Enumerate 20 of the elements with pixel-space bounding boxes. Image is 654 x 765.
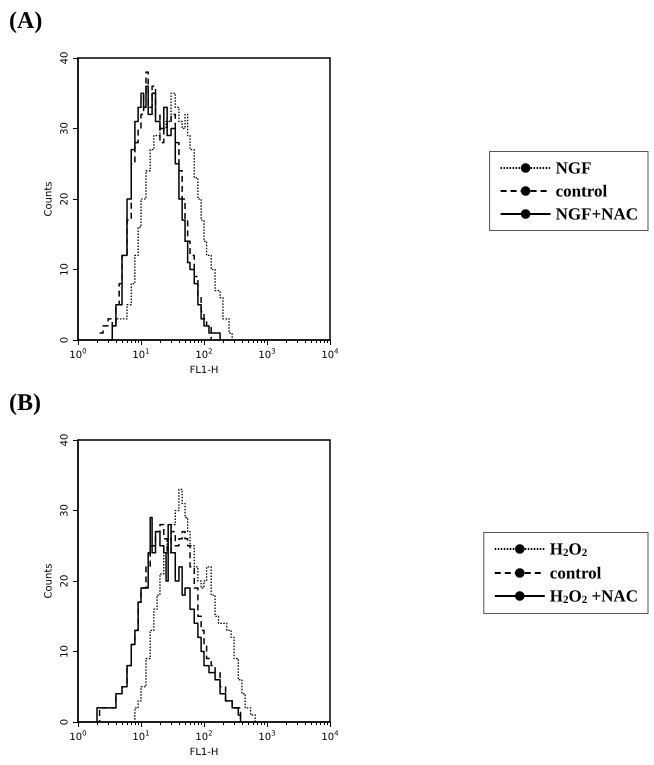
- legend-label: control: [550, 564, 602, 582]
- y-tick-label: 40: [60, 52, 70, 64]
- y-tick-label: 0: [60, 336, 70, 344]
- y-axis-title: Counts: [44, 564, 54, 598]
- y-tick-label: 10: [60, 263, 70, 276]
- y-tick-label: 20: [60, 574, 70, 588]
- chart-title: (A): [9, 8, 42, 34]
- y-tick-label: 30: [60, 504, 70, 517]
- y-axis-title: Counts: [44, 182, 54, 216]
- legend-label: control: [556, 182, 608, 200]
- chart-title: (B): [9, 390, 41, 416]
- y-tick-label: 10: [60, 645, 70, 658]
- x-axis-title: FL1-H: [190, 746, 218, 758]
- x-axis-title: FL1-H: [190, 364, 218, 376]
- y-tick-label: 30: [60, 122, 70, 135]
- y-tick-label: 40: [60, 434, 70, 446]
- legend-label: NGF+NAC: [556, 204, 638, 224]
- y-tick-label: 0: [60, 718, 70, 726]
- y-tick-label: 20: [60, 192, 70, 206]
- legend-label: NGF: [556, 158, 592, 178]
